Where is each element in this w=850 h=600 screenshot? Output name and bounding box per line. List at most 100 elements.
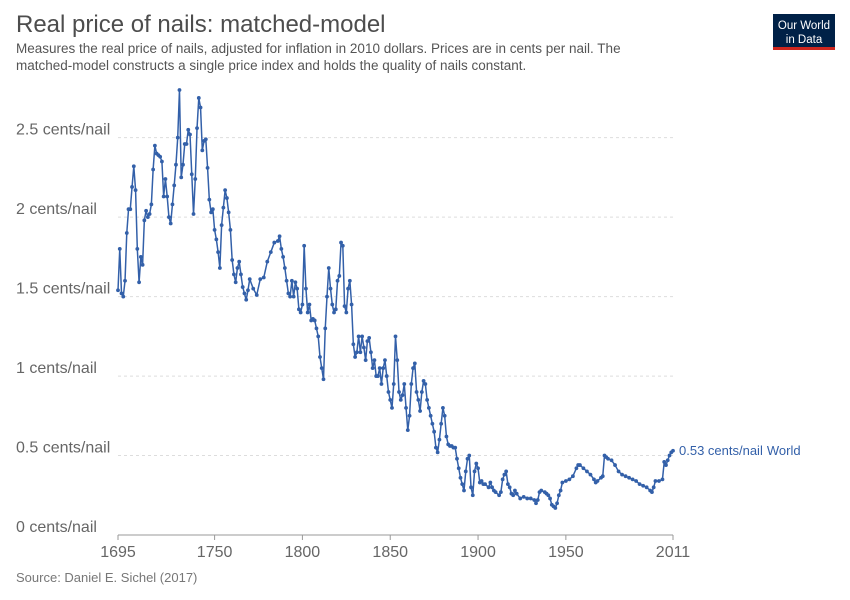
point: [595, 479, 600, 483]
source: Source: Daniel E. Sichel (2017): [16, 570, 197, 585]
point: [425, 398, 430, 402]
point: [578, 463, 582, 467]
x-tick-label: 1750: [197, 544, 233, 561]
point: [384, 374, 389, 378]
point: [361, 345, 366, 350]
point: [346, 286, 350, 291]
point: [426, 405, 431, 410]
point: [232, 272, 236, 277]
point: [574, 466, 579, 471]
point: [119, 291, 124, 296]
point: [242, 291, 247, 296]
point: [140, 262, 145, 267]
point: [521, 494, 526, 499]
point: [228, 227, 233, 232]
value-label: 0.53 cents/nail: [679, 443, 763, 458]
point: [453, 445, 458, 450]
point: [304, 286, 308, 291]
end-label: 0.53 cents/nail World: [679, 443, 801, 458]
point: [323, 326, 328, 331]
point: [518, 496, 523, 501]
point: [360, 334, 365, 339]
point: [319, 366, 324, 371]
point: [340, 243, 345, 248]
point: [653, 479, 658, 483]
point: [144, 208, 149, 213]
point: [314, 326, 319, 331]
point: [588, 472, 593, 477]
point: [200, 148, 205, 153]
logo[interactable]: Our World in Data: [773, 14, 835, 50]
point: [370, 366, 375, 371]
point: [117, 247, 122, 251]
point: [145, 215, 150, 220]
point: [465, 456, 470, 461]
point: [507, 485, 512, 490]
y-tick-label: 2 cents/nail: [16, 201, 97, 218]
point: [365, 339, 370, 344]
point: [585, 469, 589, 474]
point: [191, 212, 196, 216]
point: [224, 196, 229, 200]
point: [414, 390, 419, 394]
point: [193, 177, 198, 181]
point: [174, 162, 178, 167]
point: [479, 479, 484, 483]
point: [634, 479, 639, 483]
series-name: World: [767, 443, 801, 458]
point: [407, 413, 412, 418]
point: [237, 259, 242, 264]
point: [326, 266, 331, 270]
point: [423, 382, 428, 386]
point: [209, 210, 213, 215]
point: [298, 310, 303, 315]
point: [335, 278, 340, 283]
point: [305, 310, 310, 315]
point: [147, 212, 152, 216]
point: [265, 259, 270, 264]
point: [476, 466, 480, 471]
y-tick-label: 0.5 cents/nail: [16, 440, 110, 457]
point: [221, 205, 226, 210]
point: [131, 164, 136, 169]
point: [223, 188, 228, 193]
point: [207, 197, 212, 202]
point: [121, 294, 126, 299]
point: [671, 448, 675, 453]
point: [497, 493, 502, 498]
point: [358, 350, 363, 355]
point: [437, 437, 442, 442]
point: [513, 488, 517, 493]
point: [600, 474, 605, 479]
point: [175, 135, 180, 140]
point: [405, 428, 410, 433]
point: [560, 480, 565, 485]
point: [258, 277, 263, 282]
point: [558, 488, 563, 493]
point: [418, 409, 422, 413]
point: [486, 485, 491, 490]
point: [165, 194, 170, 199]
point: [539, 488, 544, 493]
point: [354, 350, 359, 355]
point: [195, 126, 199, 131]
point: [240, 285, 245, 289]
point: [490, 485, 494, 490]
point: [291, 294, 296, 299]
y-tick-label: 0 cents/nail: [16, 519, 97, 536]
point: [592, 477, 596, 482]
point: [152, 143, 157, 148]
point: [123, 278, 127, 283]
point: [570, 474, 575, 479]
point: [381, 366, 386, 371]
point: [347, 278, 352, 283]
point: [439, 421, 444, 426]
point: [124, 231, 129, 235]
subtitle: matched-model constructs a single price …: [16, 58, 526, 73]
point: [161, 194, 166, 199]
point: [116, 288, 120, 293]
point: [277, 234, 282, 239]
point: [233, 280, 238, 285]
point: [411, 366, 415, 371]
